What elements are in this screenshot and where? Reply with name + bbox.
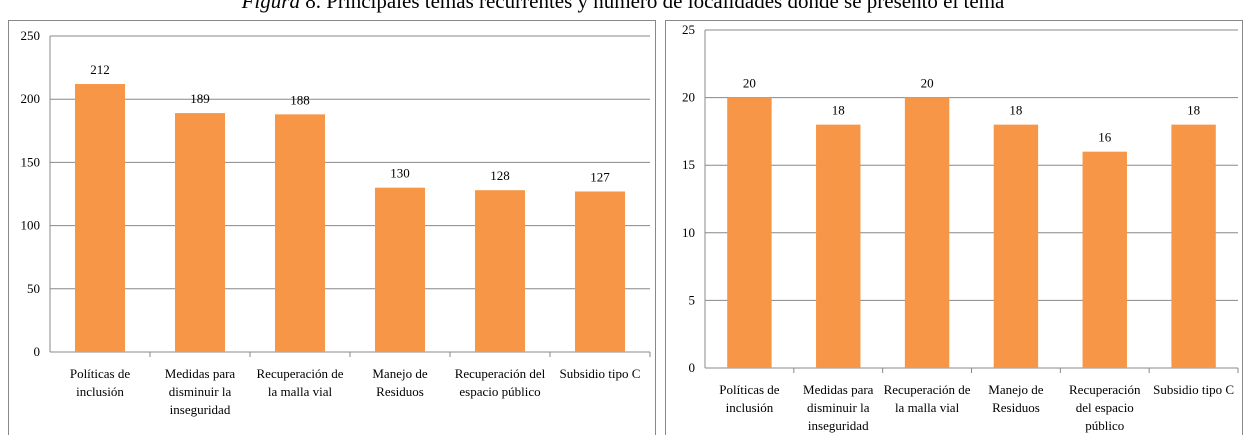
data-label: 212 bbox=[90, 62, 110, 77]
label-line: Residuos bbox=[992, 400, 1040, 415]
y-tick-label: 0 bbox=[34, 344, 41, 359]
y-tick-label: 200 bbox=[21, 91, 41, 106]
data-label: 128 bbox=[490, 168, 510, 183]
bar bbox=[575, 191, 625, 352]
caption-label: Figura bbox=[241, 0, 300, 13]
x-tick-label: Recuperación del espacio público bbox=[455, 366, 546, 399]
x-tick-label: Recuperación de la malla vial bbox=[884, 382, 971, 415]
y-tick-label: 0 bbox=[689, 360, 696, 375]
bar bbox=[275, 114, 325, 352]
y-tick-label: 50 bbox=[27, 281, 40, 296]
caption-text: 8. Principales temas recurrentes y númer… bbox=[305, 0, 1005, 13]
label-line: Subsidio tipo C bbox=[560, 366, 641, 381]
data-label: 20 bbox=[921, 76, 934, 91]
x-tick-label: Políticas de inclusión bbox=[70, 366, 131, 399]
data-label: 189 bbox=[190, 91, 210, 106]
chart-frame bbox=[665, 20, 1243, 440]
y-tick-label: 100 bbox=[21, 218, 41, 233]
caption: Figura 8. Principales temas recurrentes … bbox=[241, 0, 1005, 13]
label-line: Recuperación del bbox=[455, 366, 546, 381]
label-line: Manejo de bbox=[372, 366, 427, 381]
y-tick-label: 150 bbox=[21, 154, 41, 169]
x-tick-label: Recuperación de la malla vial bbox=[257, 366, 344, 399]
x-tick-label: Subsidio tipo C bbox=[560, 366, 641, 381]
y-tick-label: 20 bbox=[682, 90, 695, 105]
bar bbox=[75, 84, 125, 353]
label-line: Medidas para bbox=[803, 382, 874, 397]
x-tick-label: Medidas para disminuir la inseguridad bbox=[803, 382, 874, 433]
x-tick-label: Manejo de Residuos bbox=[372, 366, 427, 399]
data-label: 127 bbox=[590, 169, 610, 184]
bar bbox=[475, 190, 525, 352]
label-line: Recuperación bbox=[1069, 382, 1141, 397]
bar bbox=[175, 113, 225, 352]
data-label: 130 bbox=[390, 166, 410, 181]
label-line: Subsidio tipo C bbox=[1153, 382, 1234, 397]
data-label: 16 bbox=[1098, 130, 1112, 145]
chart-frame bbox=[8, 20, 656, 440]
bar bbox=[904, 97, 950, 368]
label-line: del espacio bbox=[1076, 400, 1134, 415]
label-line: Medidas para bbox=[165, 366, 236, 381]
label-line: inclusión bbox=[76, 384, 124, 399]
x-tick-label: Medidas para disminuir la inseguridad bbox=[165, 366, 236, 417]
label-line: público bbox=[1085, 418, 1124, 433]
x-tick-label: Subsidio tipo C bbox=[1153, 382, 1234, 397]
label-line: Recuperación de bbox=[884, 382, 971, 397]
label-line: la malla vial bbox=[268, 384, 333, 399]
data-label: 18 bbox=[832, 103, 845, 118]
label-line: espacio público bbox=[459, 384, 540, 399]
bar bbox=[1082, 151, 1127, 368]
bar bbox=[993, 124, 1039, 368]
data-label: 18 bbox=[1187, 103, 1200, 118]
x-tick-label: Políticas de inclusión bbox=[719, 382, 780, 415]
label-line: disminuir la bbox=[169, 384, 232, 399]
label-line: la malla vial bbox=[895, 400, 960, 415]
label-line: Manejo de bbox=[988, 382, 1043, 397]
label-line: Residuos bbox=[376, 384, 424, 399]
label-line: inseguridad bbox=[808, 418, 869, 433]
y-tick-label: 250 bbox=[21, 28, 41, 43]
y-tick-label: 25 bbox=[682, 22, 695, 37]
y-tick-label: 10 bbox=[682, 225, 695, 240]
data-label: 188 bbox=[290, 92, 310, 107]
label-line: inseguridad bbox=[170, 402, 231, 417]
x-tick-label: Manejo de Residuos bbox=[988, 382, 1043, 415]
label-line: Recuperación de bbox=[257, 366, 344, 381]
data-label: 18 bbox=[1009, 103, 1022, 118]
y-tick-label: 15 bbox=[682, 157, 695, 172]
bar bbox=[816, 124, 861, 368]
label-line: Políticas de bbox=[719, 382, 780, 397]
label-line: Políticas de bbox=[70, 366, 131, 381]
label-line: disminuir la bbox=[807, 400, 870, 415]
y-tick-label: 5 bbox=[689, 292, 696, 307]
bar bbox=[375, 187, 425, 352]
label-line: inclusión bbox=[726, 400, 774, 415]
bar bbox=[1171, 124, 1216, 368]
x-tick-label: Recuperación del espacio público bbox=[1069, 382, 1141, 433]
bar bbox=[727, 97, 772, 368]
data-label: 20 bbox=[743, 76, 756, 91]
